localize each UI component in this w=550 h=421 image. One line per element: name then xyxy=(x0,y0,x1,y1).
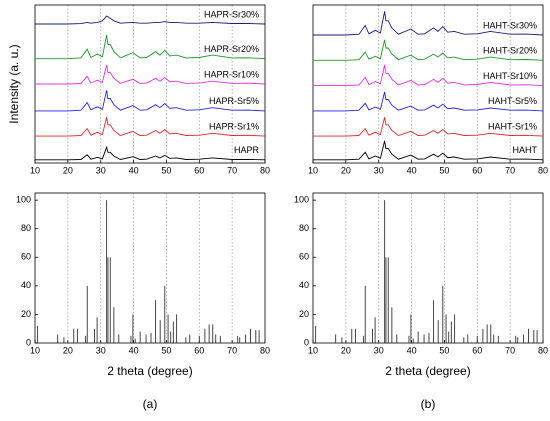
xrd-curve xyxy=(35,117,266,137)
y-tick-label: 40 xyxy=(299,280,309,290)
x-tick-label: 40 xyxy=(407,165,417,175)
xrd-curve xyxy=(35,145,266,161)
series-label: HAPR-Sr20% xyxy=(204,44,259,54)
x-tick-label: 10 xyxy=(30,345,40,355)
x-tick-label: 50 xyxy=(439,165,449,175)
series-label: HAPR-Sr30% xyxy=(204,9,259,19)
x-axis-title: 2 theta (degree) xyxy=(107,364,192,378)
xrd-curve xyxy=(313,39,544,61)
x-tick-label: 80 xyxy=(538,165,548,175)
x-tick-label: 40 xyxy=(407,345,417,355)
xrd-curve xyxy=(313,140,544,161)
y-tick-label: 80 xyxy=(299,223,309,233)
x-tick-label: 80 xyxy=(260,345,270,355)
y-tick-label: 100 xyxy=(294,195,309,205)
x-tick-label: 50 xyxy=(439,345,449,355)
x-tick-label: 70 xyxy=(505,345,515,355)
y-tick-label: 20 xyxy=(21,309,31,319)
y-axis-title: Intensity (a. u.) xyxy=(7,44,21,123)
x-axis-title: 2 theta (degree) xyxy=(385,364,470,378)
plot-frame xyxy=(312,192,544,344)
panel-caption: (a) xyxy=(143,397,158,411)
xrd-curve xyxy=(313,11,544,36)
xrd-curve xyxy=(35,34,266,60)
x-tick-label: 60 xyxy=(194,345,204,355)
xrd-curve xyxy=(313,64,544,87)
series-label: HAPR-Sr5% xyxy=(209,96,259,106)
series-label: HAHT-Sr20% xyxy=(483,46,537,56)
series-label: HAHT-Sr1% xyxy=(488,122,537,132)
xrd-curve xyxy=(35,15,266,25)
plot-frame xyxy=(34,192,266,344)
x-tick-label: 10 xyxy=(308,345,318,355)
x-tick-label: 50 xyxy=(161,165,171,175)
series-label: HAPR xyxy=(234,145,260,155)
x-tick-label: 30 xyxy=(374,165,384,175)
x-tick-label: 70 xyxy=(227,165,237,175)
series-label: HAHT-Sr10% xyxy=(483,71,537,81)
x-tick-label: 60 xyxy=(472,165,482,175)
series-label: HAPR-Sr1% xyxy=(209,122,259,132)
x-tick-label: 40 xyxy=(129,165,139,175)
y-tick-label: 0 xyxy=(26,337,31,347)
x-tick-label: 40 xyxy=(129,345,139,355)
series-label: HAPR-Sr10% xyxy=(204,69,259,79)
x-tick-label: 30 xyxy=(96,345,106,355)
panel-caption: (b) xyxy=(421,397,436,411)
x-tick-label: 60 xyxy=(194,165,204,175)
x-tick-label: 80 xyxy=(260,165,270,175)
y-tick-label: 60 xyxy=(299,252,309,262)
series-label: HAHT-Sr5% xyxy=(488,96,537,106)
x-tick-label: 60 xyxy=(472,345,482,355)
x-tick-label: 10 xyxy=(308,165,318,175)
series-label: HAHT xyxy=(513,145,538,155)
x-tick-label: 30 xyxy=(374,345,384,355)
xrd-curve xyxy=(313,117,544,137)
x-tick-label: 10 xyxy=(30,165,40,175)
y-tick-label: 20 xyxy=(299,309,309,319)
y-tick-label: 60 xyxy=(21,252,31,262)
x-tick-label: 80 xyxy=(538,345,548,355)
y-tick-label: 80 xyxy=(21,223,31,233)
xrd-curve xyxy=(313,91,544,112)
x-tick-label: 30 xyxy=(96,165,106,175)
y-tick-label: 40 xyxy=(21,280,31,290)
x-tick-label: 70 xyxy=(227,345,237,355)
y-tick-label: 0 xyxy=(304,337,309,347)
x-tick-label: 70 xyxy=(505,165,515,175)
xrd-curve xyxy=(35,90,266,112)
plot-frame xyxy=(312,4,544,164)
x-tick-label: 20 xyxy=(63,165,73,175)
x-tick-label: 20 xyxy=(341,165,351,175)
xrd-curve xyxy=(35,64,266,85)
x-tick-label: 20 xyxy=(63,345,73,355)
x-tick-label: 20 xyxy=(341,345,351,355)
y-tick-label: 100 xyxy=(16,195,31,205)
series-label: HAHT-Sr30% xyxy=(483,20,537,30)
x-tick-label: 50 xyxy=(161,345,171,355)
